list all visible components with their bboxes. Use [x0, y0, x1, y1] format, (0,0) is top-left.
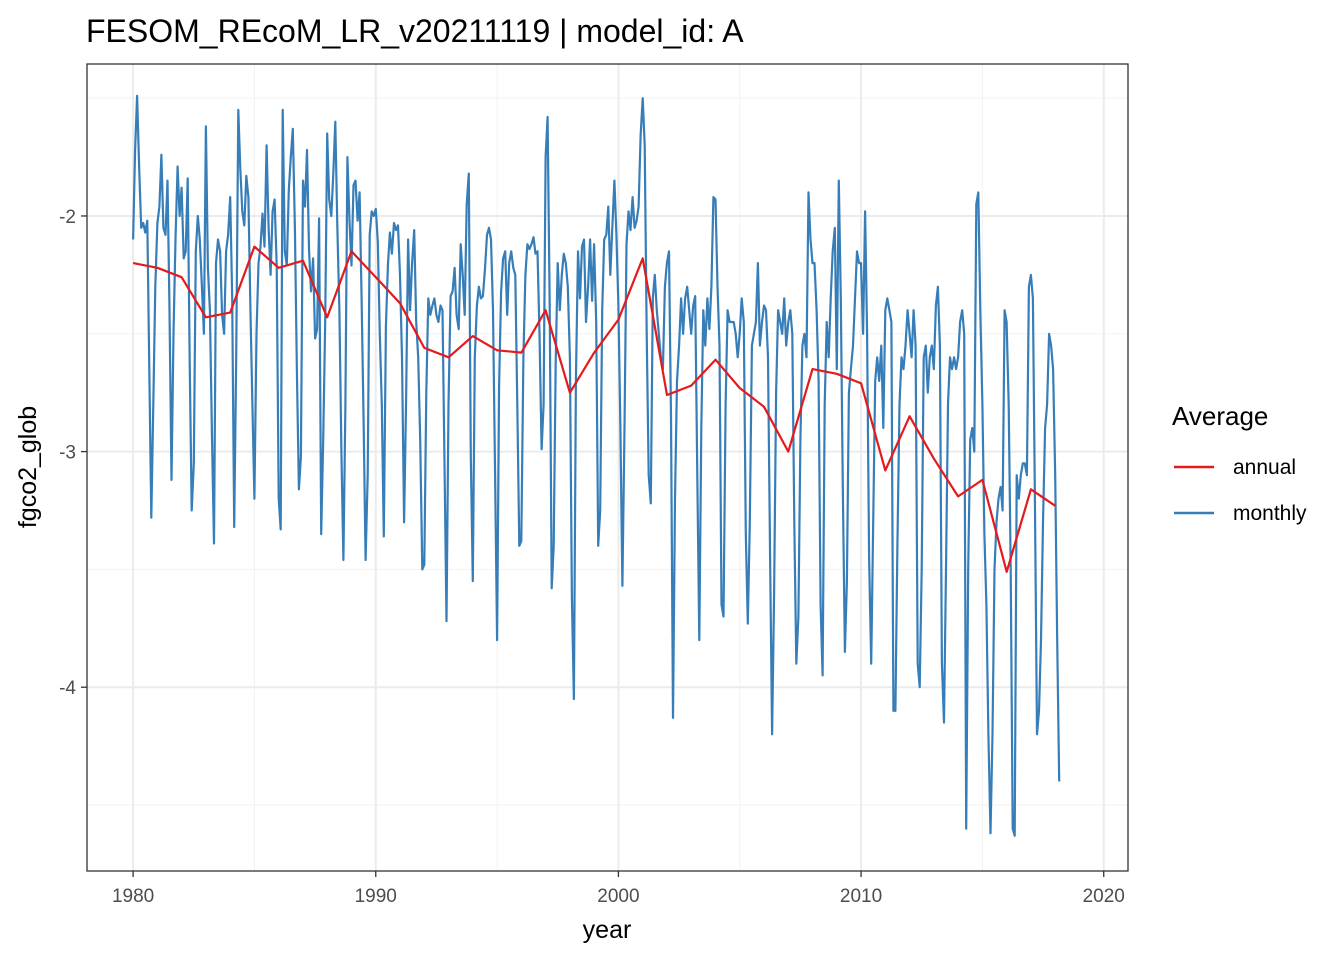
x-tick-label: 2000 — [597, 886, 639, 907]
grid — [87, 64, 1128, 871]
legend-label-annual: annual — [1233, 456, 1296, 479]
series-line-monthly — [132, 94, 1061, 837]
x-tick-label: 2010 — [840, 886, 882, 907]
y-tick-label: -4 — [59, 678, 76, 699]
series-line-annual — [132, 245, 1056, 573]
x-axis: 1980 1990 2000 2010 2020 — [112, 871, 1125, 907]
plot-border — [86, 63, 1129, 872]
legend: Average annual monthly — [1172, 401, 1307, 525]
legend-label-monthly: monthly — [1233, 502, 1307, 525]
series-layer — [132, 94, 1061, 837]
legend-title: Average — [1172, 401, 1268, 431]
y-axis: -4 -3 -2 — [59, 207, 87, 699]
y-tick-label: -2 — [59, 207, 76, 228]
x-axis-title: year — [583, 916, 632, 944]
y-axis-title: fgco2_glob — [14, 406, 42, 528]
y-tick-label: -3 — [59, 443, 76, 464]
x-tick-label: 1980 — [112, 886, 154, 907]
plot-panel — [87, 64, 1128, 871]
chart-title: FESOM_REcoM_LR_v20211119 | model_id: A — [86, 13, 744, 49]
x-tick-label: 1990 — [355, 886, 397, 907]
x-tick-label: 2020 — [1083, 886, 1125, 907]
